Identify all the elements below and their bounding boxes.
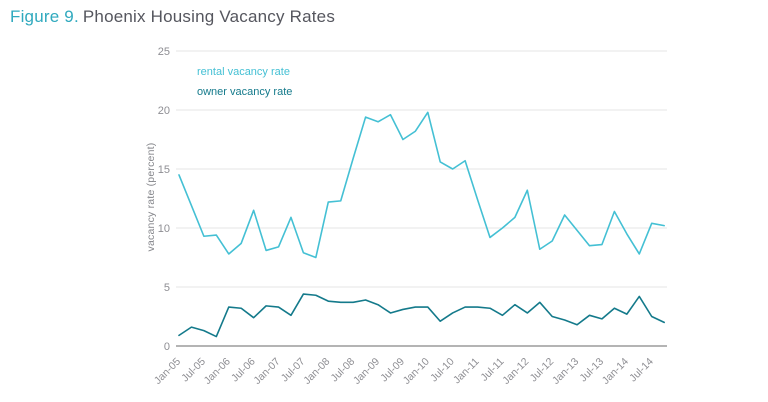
x-tick-label: Jan-05 (152, 356, 183, 387)
y-tick-label: 20 (158, 105, 170, 117)
y-tick-label: 15 (158, 164, 170, 176)
owner-vacancy-rate-line (178, 293, 665, 338)
x-tick-label: Jan-09 (351, 356, 382, 387)
x-tick-label: Jan-11 (451, 356, 482, 387)
y-tick-label: 5 (164, 282, 170, 294)
legend-rental-label: rental vacancy rate (197, 66, 290, 78)
x-tick-label: Jul-14 (627, 356, 656, 385)
legend-owner-label: owner vacancy rate (197, 86, 293, 98)
x-tick-label: Jan-14 (600, 356, 631, 387)
x-tick-label: Jan-06 (202, 356, 233, 387)
x-tick-label: Jan-13 (550, 356, 581, 387)
page-title: Phoenix Housing Vacancy Rates (82, 7, 336, 26)
y-axis-title: vacancy rate (percent) (145, 142, 157, 252)
rental-vacancy-rate-line (178, 111, 665, 259)
x-tick-label: Jan-08 (301, 356, 332, 387)
figure-number-label: Figure 9. (10, 7, 79, 26)
chart-legend: rental vacancy rate owner vacancy rate (197, 62, 292, 102)
y-tick-label: 10 (158, 223, 170, 235)
figure-title: Figure 9. Phoenix Housing Vacancy Rates (10, 7, 335, 27)
x-tick-label: Jan-12 (500, 356, 531, 387)
y-tick-label: 25 (158, 46, 170, 58)
x-tick-label: Jan-10 (401, 356, 432, 387)
x-tick-label: Jan-07 (251, 356, 282, 387)
y-tick-label: 0 (164, 341, 170, 353)
